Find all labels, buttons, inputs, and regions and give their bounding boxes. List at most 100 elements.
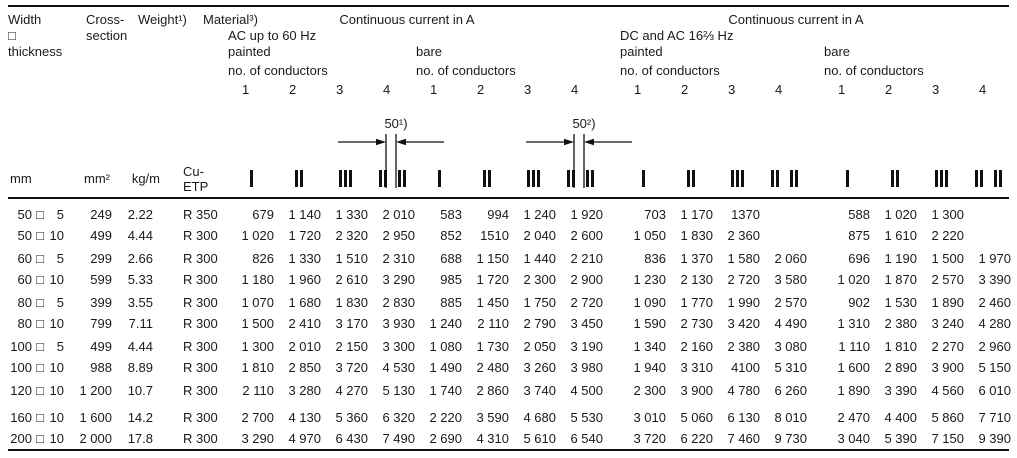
current-value: 1 610 [884, 228, 917, 243]
2-conductor-icon [686, 170, 695, 187]
current-value: 1 310 [837, 316, 870, 331]
weight-value: 14.2 [127, 410, 153, 425]
current-value: 6 220 [680, 431, 713, 446]
thickness-value: 10 [49, 360, 64, 375]
width-thickness-cell: 200 □ 10 [8, 431, 64, 446]
width-thickness-cell: 100 □ 5 [8, 339, 64, 354]
table-row: 160 □ 10 1 600 14.2 R 300 2 700 4 130 5 360 6 320… [0, 407, 1017, 428]
current-value: 2 570 [931, 272, 964, 287]
conductor-icon-cell [965, 160, 1012, 197]
current-value: 6 130 [727, 410, 760, 425]
current-value: 1 500 [931, 251, 964, 266]
current-value: 3 290 [241, 431, 274, 446]
table-row: 100 □ 5 499 4.44 R 300 1 300 2 010 2 150 3 300 1 0… [0, 336, 1017, 357]
current-value: 3 900 [931, 360, 964, 375]
cross-section-value: 988 [90, 360, 112, 375]
conductor-count-header: 3 [728, 82, 736, 97]
current-value: 1 830 [680, 228, 713, 243]
current-value: 2 470 [837, 410, 870, 425]
square-symbol: □ [36, 207, 44, 222]
current-value: 5 360 [335, 410, 368, 425]
current-value: 2 460 [978, 295, 1011, 310]
width-value: 100 [10, 339, 32, 354]
current-value: 1 590 [633, 316, 666, 331]
conductors-label-dc-painted: no. of conductors [620, 63, 720, 78]
current-value: 1 330 [288, 251, 321, 266]
width-value: 50 [17, 228, 32, 243]
current-value: 985 [440, 272, 462, 287]
current-value: 3 980 [570, 360, 603, 375]
conductor-count-header: 4 [383, 82, 391, 97]
current-value: 2 860 [476, 383, 509, 398]
header-body-divider-rule [8, 197, 1009, 199]
current-value: 3 720 [633, 431, 666, 446]
group-subtitle-dc: DC and AC 16⅔ Hz [620, 28, 734, 43]
current-value: 4 500 [570, 383, 603, 398]
current-value: 1 020 [884, 207, 917, 222]
dimension-label-50-2: 50²) [572, 116, 595, 131]
current-value: 3 240 [931, 316, 964, 331]
square-symbol: □ [36, 295, 44, 310]
top-rule [8, 5, 1009, 7]
material-value: R 300 [183, 360, 218, 375]
width-value: 160 [10, 410, 32, 425]
current-value: 4 490 [774, 316, 807, 331]
current-value: 2 210 [570, 251, 603, 266]
current-value: 2 410 [288, 316, 321, 331]
current-value: 1 330 [335, 207, 368, 222]
current-value: 1 230 [633, 272, 666, 287]
3-conductor-icon [339, 170, 352, 187]
current-value: 2 790 [523, 316, 556, 331]
table-row: 80 □ 10 799 7.11 R 300 1 500 2 410 3 170 3 930 1 2… [0, 313, 1017, 334]
thickness-value: 10 [49, 431, 64, 446]
current-value: 9 730 [774, 431, 807, 446]
section-label-dc-painted: painted [620, 44, 663, 59]
conductor-icon-cell [510, 160, 557, 197]
current-value: 2 380 [727, 339, 760, 354]
4-conductor-icon [771, 170, 798, 187]
thickness-value: 10 [49, 383, 64, 398]
thickness-value: 5 [56, 295, 64, 310]
conductors-label-ac-bare: no. of conductors [416, 63, 516, 78]
current-value: 9 390 [978, 431, 1011, 446]
current-value: 7 710 [978, 410, 1011, 425]
conductor-icon-cell [228, 160, 275, 197]
unit-width: mm [10, 171, 32, 186]
current-value: 3 580 [774, 272, 807, 287]
current-value: 2 850 [288, 360, 321, 375]
current-value: 3 190 [570, 339, 603, 354]
thickness-value: 10 [49, 228, 64, 243]
current-value: 2 010 [382, 207, 415, 222]
current-value: 4 780 [727, 383, 760, 398]
width-value: 200 [10, 431, 32, 446]
conductors-label-ac-painted: no. of conductors [228, 63, 328, 78]
current-value: 2 160 [680, 339, 713, 354]
current-value: 2 570 [774, 295, 807, 310]
width-value: 120 [10, 383, 32, 398]
3-conductor-icon [527, 170, 540, 187]
weight-value: 3.55 [127, 295, 153, 310]
width-value: 80 [17, 295, 32, 310]
weight-value: 5.33 [127, 272, 153, 287]
material-value: R 300 [183, 251, 218, 266]
cross-section-value: 399 [90, 295, 112, 310]
current-value: 2 720 [727, 272, 760, 287]
current-value: 696 [848, 251, 870, 266]
current-value: 1 440 [523, 251, 556, 266]
conductor-count-header: 2 [681, 82, 689, 97]
current-value: 2 110 [242, 383, 274, 398]
square-symbol: □ [36, 339, 44, 354]
current-value: 4 280 [978, 316, 1011, 331]
width-thickness-cell: 60 □ 10 [8, 272, 64, 287]
1-conductor-icon [438, 170, 441, 187]
table-row: 50 □ 5 249 2.22 R 350 679 1 140 1 330 2 010 583 994… [0, 204, 1017, 225]
current-value: 1 170 [680, 207, 713, 222]
current-value: 2 610 [335, 272, 368, 287]
thickness-value: 5 [56, 207, 64, 222]
current-value: 1 140 [288, 207, 321, 222]
current-value: 2 720 [570, 295, 603, 310]
current-value: 2 380 [884, 316, 917, 331]
material-value: R 300 [183, 339, 218, 354]
column-header-cross-section: Cross- section [86, 12, 128, 43]
weight-value: 2.66 [127, 251, 153, 266]
